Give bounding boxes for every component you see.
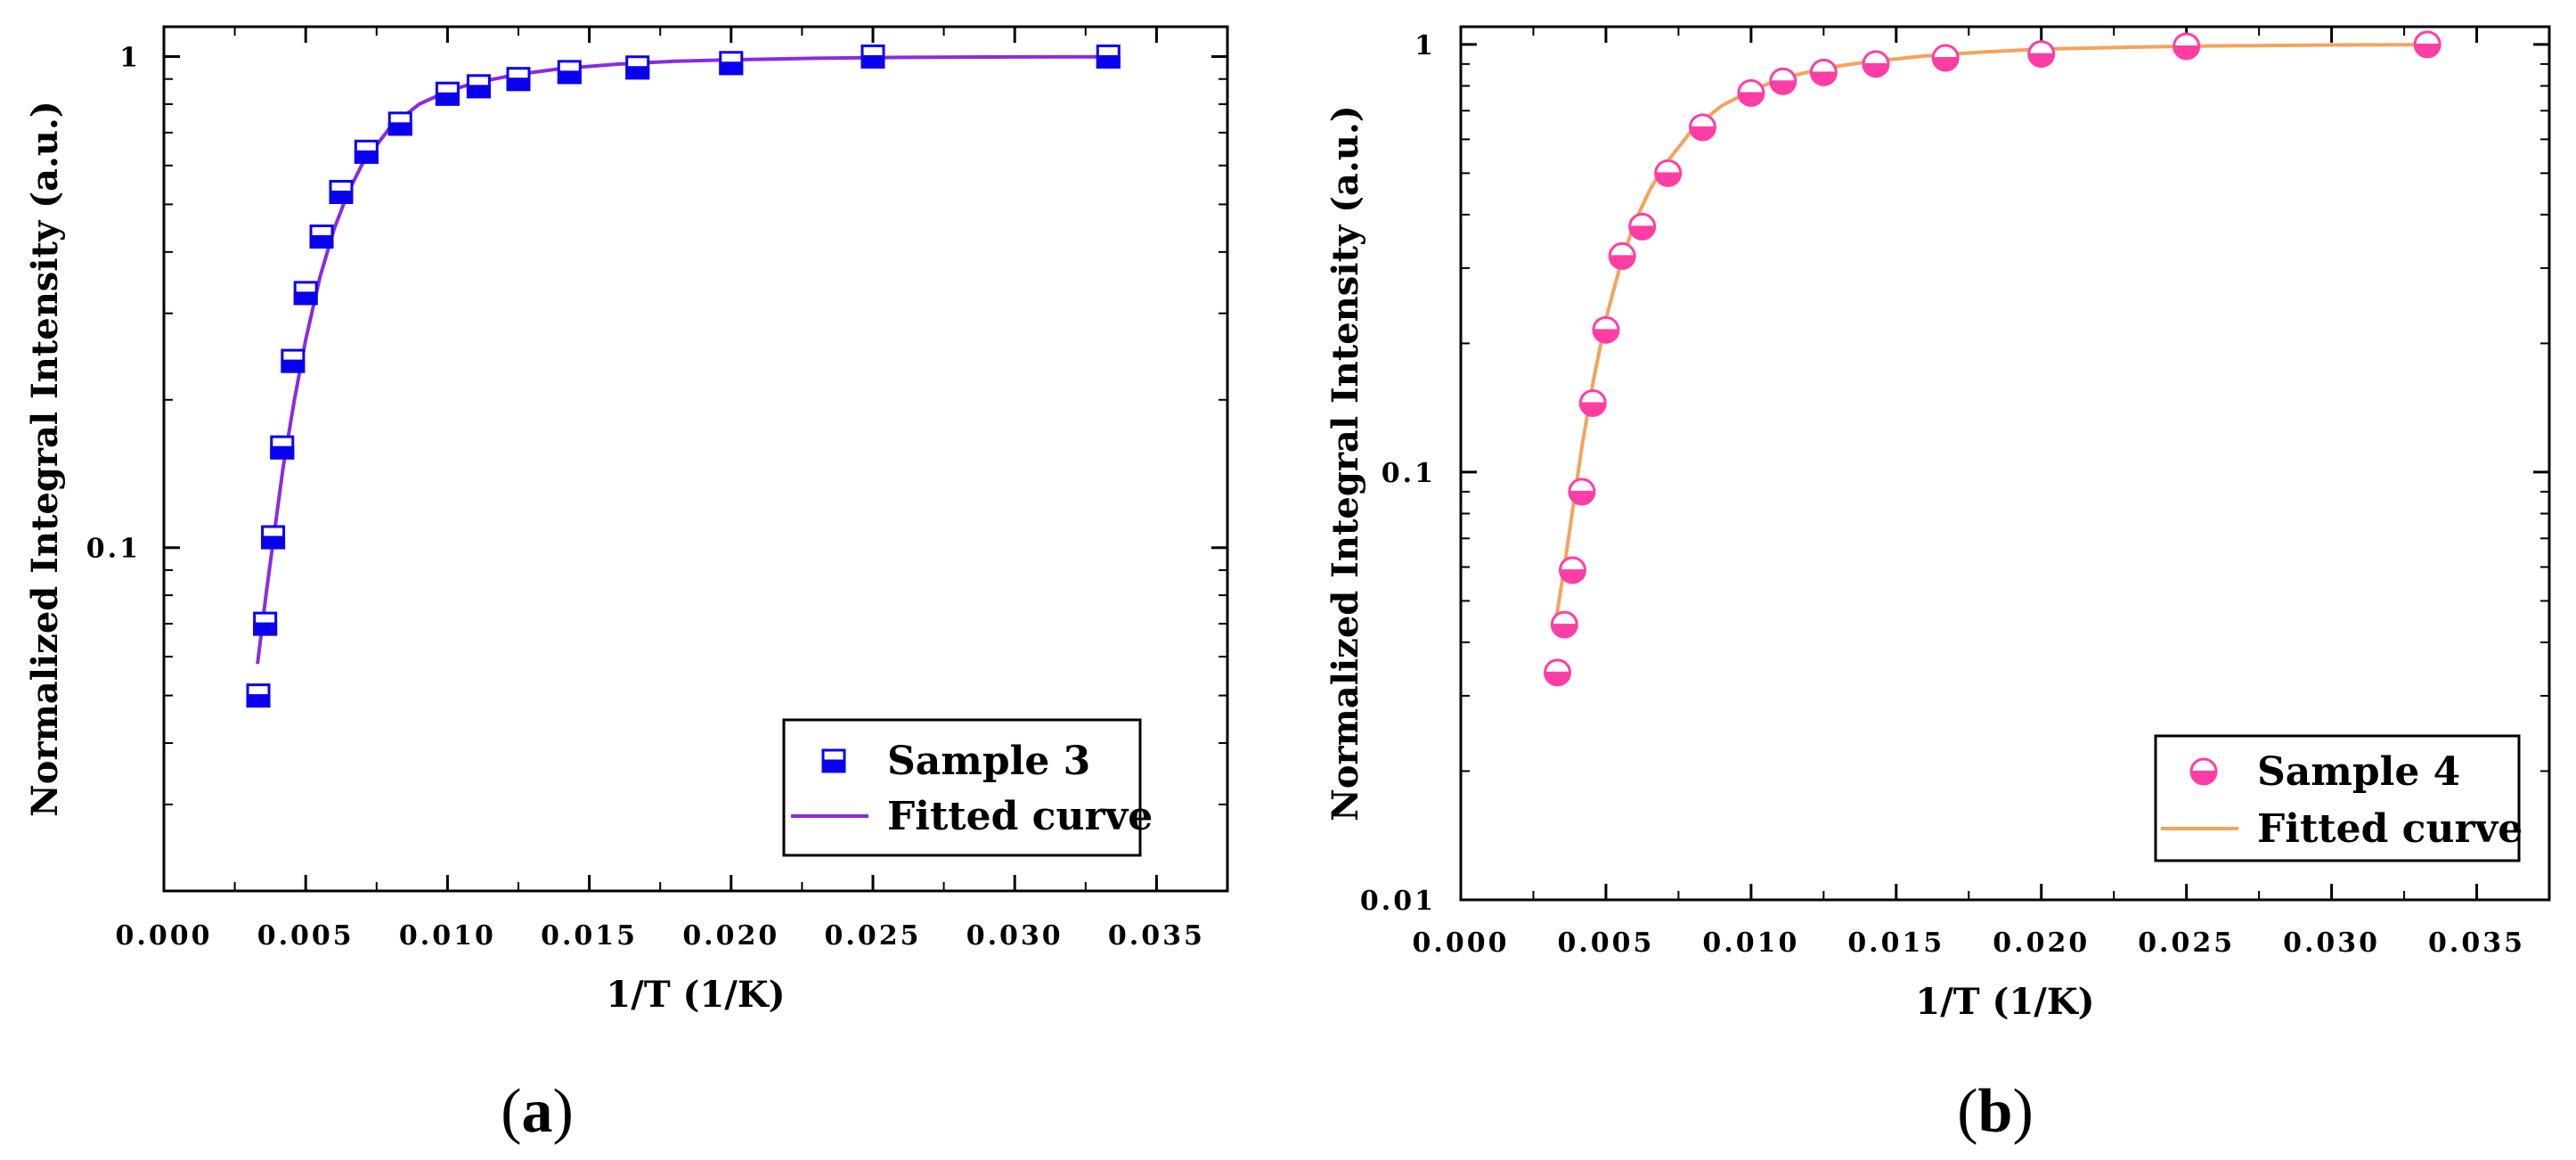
fitted-curve-line	[256, 54, 1109, 665]
panel-label-a: (a)	[501, 1077, 574, 1146]
data-point	[860, 44, 885, 69]
data-point	[1578, 388, 1607, 417]
legend-label-markers: Sample 3	[887, 739, 1090, 784]
y-tick-label: 1	[1414, 30, 1436, 61]
x-tick-label: 0.005	[1557, 927, 1654, 959]
data-point	[1809, 58, 1838, 86]
x-tick-label: 0.010	[399, 920, 496, 952]
data-point	[2172, 32, 2201, 61]
y-tick-label: 1	[119, 42, 141, 73]
data-point	[1558, 556, 1586, 584]
x-tick-label: 0.035	[1108, 920, 1205, 952]
legend-label-fit: Fitted curve	[2257, 806, 2523, 852]
x-axis-title: 1/T (1/K)	[1915, 981, 2094, 1023]
data-point	[253, 611, 278, 636]
plot-frame	[1459, 25, 2551, 902]
y-axis-title: Normalized Integral Intensity (a.u.)	[24, 101, 66, 817]
data-point	[270, 435, 295, 460]
data-point	[506, 67, 531, 92]
data-point	[1737, 78, 1765, 107]
data-point	[1688, 113, 1716, 142]
data-point	[387, 111, 412, 136]
data-point	[1608, 241, 1636, 270]
chart-panel-a: 0.000 0.005 0.010 0.015 0.020 0.025 0.030 0.035…	[24, 25, 1229, 1016]
data-point	[1862, 50, 1890, 78]
data-point	[1568, 478, 1596, 506]
x-tick-label: 0.020	[682, 920, 779, 952]
fitted-curve-line	[1554, 43, 2428, 617]
x-tick-label: 0.005	[257, 920, 355, 952]
data-point	[719, 51, 744, 76]
data-point	[354, 139, 379, 164]
legend-box	[2154, 734, 2521, 862]
x-tick-label: 0.010	[1702, 927, 1799, 959]
data-point	[281, 348, 306, 373]
y-tick-label: 0.1	[1382, 458, 1436, 489]
data-point	[2413, 30, 2441, 59]
legend-box	[782, 718, 1142, 857]
data-point	[1931, 44, 1960, 72]
x-tick-label: 0.000	[1413, 927, 1510, 959]
data-point	[309, 225, 334, 249]
panel-label-b: (b)	[1957, 1077, 2034, 1146]
data-point	[435, 81, 460, 106]
legend-marker	[821, 748, 846, 773]
data-point	[1096, 44, 1121, 69]
data-point	[1544, 658, 1572, 687]
y-tick-label: 0.1	[86, 534, 141, 565]
data-point	[1654, 159, 1683, 187]
legend-label-markers: Sample 4	[2257, 749, 2460, 795]
legend-marker	[2189, 757, 2218, 786]
data-point	[293, 281, 318, 306]
y-axis-title: Normalized Integral Intensity (a.u.)	[1325, 105, 1366, 821]
x-tick-label: 0.030	[2283, 927, 2380, 959]
legend-label-fit: Fitted curve	[887, 794, 1153, 839]
data-point	[625, 55, 650, 80]
data-point	[2027, 40, 2056, 69]
x-tick-label: 0.015	[541, 920, 638, 952]
data-point	[1592, 315, 1620, 344]
data-point	[261, 525, 286, 550]
x-tick-label: 0.035	[2428, 927, 2525, 959]
y-tick-label: 0.01	[1360, 886, 1436, 917]
data-point	[1550, 610, 1578, 639]
x-tick-label: 0.030	[966, 920, 1064, 952]
x-tick-label: 0.015	[1847, 927, 1944, 959]
x-tick-label: 0.000	[116, 920, 213, 952]
x-tick-label: 0.020	[1993, 927, 2090, 959]
data-point	[246, 683, 271, 708]
data-point	[466, 74, 491, 99]
x-axis-title: 1/T (1/K)	[606, 974, 785, 1016]
data-point	[329, 179, 354, 204]
x-tick-label: 0.025	[825, 920, 922, 952]
plot-frame	[162, 25, 1229, 893]
data-point	[557, 60, 582, 85]
chart-panel-b: 0.000 0.005 0.010 0.015 0.020 0.025 0.030 0.035…	[1325, 25, 2551, 1023]
x-tick-label: 0.025	[2138, 927, 2235, 959]
data-point	[1769, 67, 1797, 95]
data-point	[1628, 212, 1657, 241]
